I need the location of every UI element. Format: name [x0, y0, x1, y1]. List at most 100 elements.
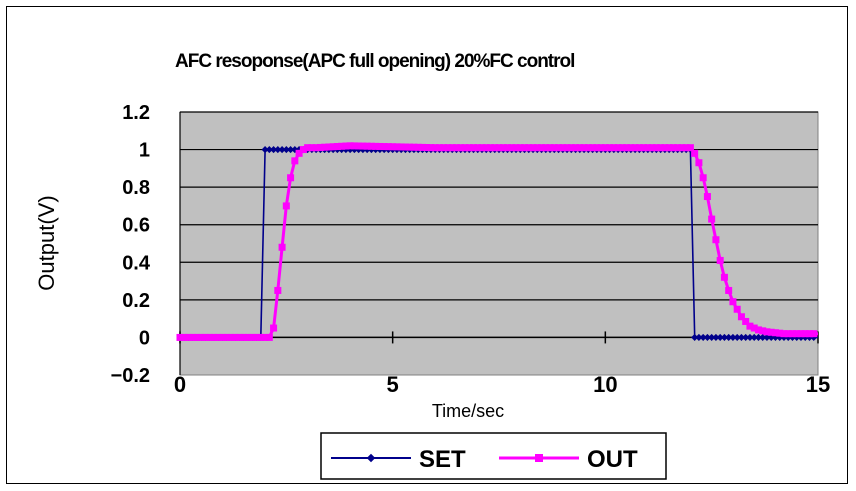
series-point-out — [214, 333, 222, 341]
series-point-out — [491, 144, 499, 152]
series-point-out — [389, 143, 397, 151]
series-point-set — [695, 333, 703, 341]
y-tick-label: −0.2 — [111, 365, 150, 387]
series-point-out — [193, 333, 201, 341]
series-point-out — [265, 333, 273, 341]
series-point-out — [576, 144, 584, 152]
series-point-out — [546, 144, 554, 152]
series-point-out — [384, 143, 392, 151]
series-point-out — [754, 326, 762, 334]
series-point-out — [572, 144, 580, 152]
series-point-out — [482, 144, 490, 152]
series-point-set — [265, 146, 273, 154]
series-point-out — [338, 142, 346, 150]
y-tick-label: 1 — [139, 140, 150, 162]
x-tick-label: 5 — [387, 372, 399, 397]
series-point-out — [623, 144, 631, 152]
series-point-set — [720, 333, 728, 341]
series-point-out — [401, 143, 409, 151]
series-point-out — [504, 144, 512, 152]
series-point-out — [567, 144, 575, 152]
series-point-out — [771, 329, 779, 337]
series-point-out — [691, 149, 699, 157]
y-tick-label: 1.2 — [122, 102, 150, 124]
series-point-out — [712, 236, 720, 244]
series-point-set — [737, 333, 745, 341]
series-point-out — [797, 330, 805, 338]
series-point-out — [750, 324, 758, 332]
series-point-out — [380, 143, 388, 151]
series-point-out — [601, 144, 609, 152]
series-point-out — [355, 142, 363, 150]
y-axis-label: Output(V) — [34, 195, 59, 290]
series-point-out — [197, 333, 205, 341]
series-point-out — [440, 144, 448, 152]
series-point-out — [270, 324, 278, 332]
series-point-out — [516, 144, 524, 152]
series-point-out — [333, 143, 341, 151]
series-point-set — [699, 333, 707, 341]
series-point-out — [695, 159, 703, 167]
series-point-out — [210, 333, 218, 341]
series-point-set — [716, 333, 724, 341]
series-point-out — [185, 333, 193, 341]
series-point-out — [640, 144, 648, 152]
series-point-out — [325, 143, 333, 151]
legend-marker-set — [366, 453, 376, 463]
series-point-out — [716, 256, 724, 264]
x-tick-label: 0 — [174, 372, 186, 397]
series-point-out — [448, 144, 456, 152]
series-point-out — [465, 144, 473, 152]
series-point-out — [763, 328, 771, 336]
series-point-out — [304, 144, 312, 152]
series-point-out — [669, 144, 677, 152]
series-point-out — [435, 144, 443, 152]
series-point-out — [410, 143, 418, 151]
series-point-out — [521, 144, 529, 152]
chart-title: AFC resoponse(APC full opening) 20%FC co… — [175, 51, 574, 72]
series-point-out — [406, 143, 414, 151]
series-point-out — [584, 144, 592, 152]
series-point-out — [274, 286, 282, 294]
series-point-out — [618, 144, 626, 152]
series-point-set — [725, 333, 733, 341]
series-point-out — [508, 144, 516, 152]
series-point-out — [431, 144, 439, 152]
x-tick-labels: 0 5 10 15 — [174, 372, 830, 397]
series-point-out — [499, 144, 507, 152]
series-point-out — [227, 333, 235, 341]
series-point-out — [308, 144, 316, 152]
series-point-set — [274, 146, 282, 154]
series-point-out — [253, 333, 261, 341]
series-point-out — [665, 144, 673, 152]
series-point-set — [287, 146, 295, 154]
series-point-set — [754, 333, 762, 341]
series-point-out — [376, 142, 384, 150]
series-point-out — [614, 144, 622, 152]
series-point-out — [240, 333, 248, 341]
y-tick-label: 0.6 — [122, 215, 150, 237]
series-point-set — [729, 333, 737, 341]
series-point-out — [606, 144, 614, 152]
series-point-out — [555, 144, 563, 152]
y-tick-label: 0.2 — [122, 290, 150, 312]
series-point-out — [329, 143, 337, 151]
series-point-out — [231, 333, 239, 341]
series-point-out — [657, 144, 665, 152]
series-point-out — [593, 144, 601, 152]
series-point-out — [423, 144, 431, 152]
series-point-out — [474, 144, 482, 152]
series-point-out — [635, 144, 643, 152]
series-point-out — [788, 330, 796, 338]
series-point-set — [750, 333, 758, 341]
y-tick-labels: 1.2 1 0.8 0.6 0.4 0.2 0 −0.2 — [111, 102, 151, 387]
series-group — [176, 142, 818, 341]
series-point-out — [312, 144, 320, 152]
series-point-out — [257, 333, 265, 341]
series-point-set — [708, 333, 716, 341]
series-point-set — [712, 333, 720, 341]
series-point-out — [686, 144, 694, 152]
series-point-out — [414, 143, 422, 151]
series-point-out — [189, 333, 197, 341]
